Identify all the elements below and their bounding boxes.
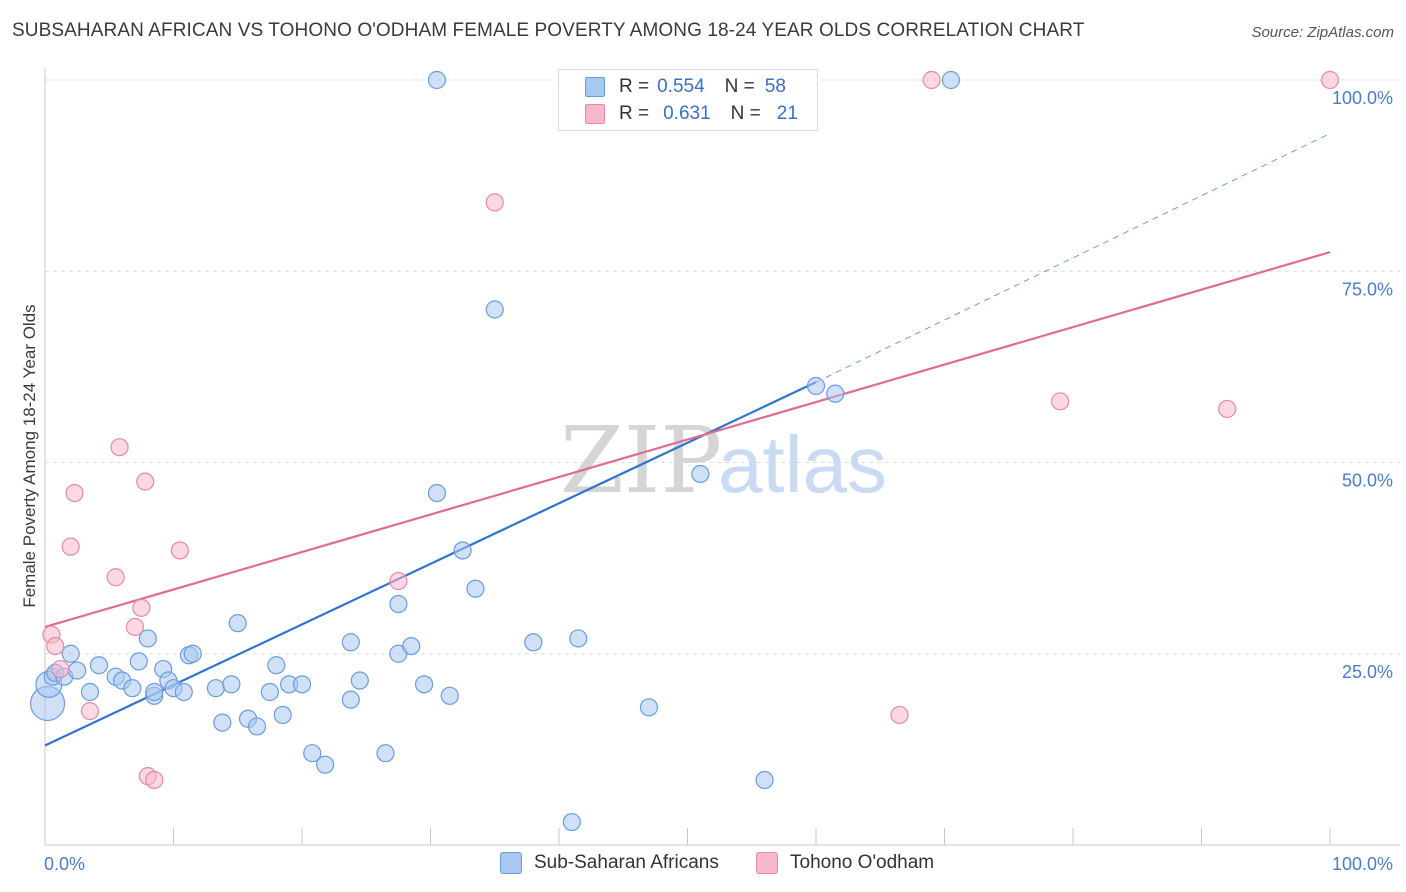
- legend-r-value: 0.554: [657, 76, 705, 97]
- subsaharan-point: [402, 636, 421, 656]
- legend-r-value: 0.631: [663, 103, 711, 124]
- subsaharan-point: [569, 629, 588, 648]
- tohono-point: [106, 568, 125, 587]
- y-tick-label: 50.0%: [1342, 471, 1393, 491]
- data-points: [29, 70, 1340, 832]
- legend-row-blue: R = 0.554 N = 58: [585, 75, 786, 99]
- legend-r-label: R =: [619, 103, 650, 124]
- subsaharan-point: [639, 698, 659, 717]
- subsaharan-point: [138, 629, 157, 648]
- tohono-point: [1218, 399, 1237, 419]
- tohono-point: [485, 193, 504, 212]
- subsaharan-point: [389, 594, 408, 614]
- subsaharan-point: [524, 633, 543, 652]
- correlation-legend: R = 0.554 N = 58 R = 0.631 N = 21: [558, 69, 818, 131]
- subsaharan-trend-extension: [815, 133, 1331, 383]
- subsaharan-point: [213, 713, 232, 732]
- pink-swatch-icon: [585, 104, 605, 124]
- subsaharan-point: [273, 705, 292, 725]
- legend-n-value: 58: [764, 76, 786, 97]
- subsaharan-point: [292, 675, 312, 694]
- subsaharan-point: [414, 675, 434, 694]
- subsaharan-point: [267, 656, 286, 675]
- subsaharan-point: [316, 755, 335, 774]
- subsaharan-point: [206, 679, 226, 698]
- legend-row-pink: R = 0.631 N = 21: [585, 102, 798, 126]
- legend-label: Tohono O'odham: [790, 852, 935, 873]
- legend-label: Sub-Saharan Africans: [534, 852, 719, 873]
- subsaharan-point: [123, 679, 142, 698]
- tohono-point: [890, 705, 909, 725]
- pink-swatch-icon: [756, 852, 778, 874]
- subsaharan-point: [222, 675, 241, 694]
- subsaharan-point: [466, 579, 485, 598]
- subsaharan-point: [89, 656, 109, 675]
- blue-swatch-icon: [500, 852, 522, 874]
- subsaharan-point: [341, 690, 360, 709]
- watermark-atlas: atlas: [718, 420, 887, 509]
- x-tick-label: 0.0%: [44, 854, 85, 874]
- tohono-point: [61, 537, 80, 556]
- tohono-point: [80, 702, 100, 721]
- subsaharan-point: [427, 70, 447, 90]
- subsaharan-point: [485, 300, 504, 319]
- tohono-point: [145, 770, 164, 790]
- subsaharan-point: [174, 682, 193, 702]
- y-tick-label: 75.0%: [1342, 279, 1393, 299]
- watermark-zip: ZIP: [560, 407, 722, 514]
- blue-swatch-icon: [585, 77, 605, 97]
- subsaharan-point: [341, 633, 360, 652]
- tohono-point: [132, 598, 151, 617]
- subsaharan-point: [303, 744, 322, 763]
- tohono-point: [170, 541, 190, 560]
- subsaharan-point: [350, 671, 369, 690]
- legend-n-label: N =: [724, 76, 755, 97]
- grid-lines: [45, 79, 1400, 655]
- source-note: Source: ZipAtlas.com: [1251, 24, 1394, 41]
- legend-r-label: R =: [619, 76, 650, 97]
- x-tick-label: 100.0%: [1332, 854, 1393, 874]
- subsaharan-point: [826, 384, 845, 403]
- subsaharan-point: [247, 717, 267, 736]
- series-legend: Sub-Saharan Africans Tohono O'odham: [0, 852, 1406, 876]
- subsaharan-point: [80, 682, 100, 702]
- y-tick-label: 25.0%: [1342, 662, 1393, 682]
- tohono-point: [110, 438, 129, 457]
- subsaharan-point: [453, 541, 472, 560]
- subsaharan-point: [145, 682, 164, 702]
- tohono-point: [46, 636, 65, 656]
- subsaharan-point: [691, 464, 710, 484]
- subsaharan-point: [427, 484, 447, 503]
- chart-title: SUBSAHARAN AFRICAN VS TOHONO O'ODHAM FEM…: [12, 20, 1085, 41]
- subsaharan-point: [806, 376, 826, 396]
- subsaharan-point: [562, 812, 581, 832]
- subsaharan-point: [129, 652, 148, 671]
- subsaharan-point: [183, 644, 202, 663]
- y-axis-label: Female Poverty Among 18-24 Year Olds: [20, 304, 39, 607]
- tohono-trend-line: [44, 251, 1331, 629]
- tohono-point: [922, 70, 941, 90]
- y-tick-label: 100.0%: [1332, 88, 1393, 108]
- subsaharan-point: [440, 686, 459, 705]
- tohono-point: [125, 617, 145, 637]
- subsaharan-point: [941, 70, 961, 90]
- legend-item-subsaharan: Sub-Saharan Africans: [500, 852, 719, 874]
- tohono-point: [1051, 392, 1070, 411]
- subsaharan-point: [68, 661, 87, 680]
- subsaharan-point: [260, 682, 279, 702]
- tohono-point: [51, 659, 70, 679]
- legend-n-label: N =: [730, 103, 761, 124]
- subsaharan-point: [376, 744, 395, 763]
- tohono-point: [65, 484, 84, 503]
- tohono-point: [136, 472, 155, 491]
- tohono-point: [1320, 70, 1340, 90]
- tick-labels: 25.0% 50.0% 75.0% 100.0% 0.0% 100.0%: [44, 88, 1393, 874]
- legend-item-tohono: Tohono O'odham: [756, 852, 934, 874]
- subsaharan-point: [755, 770, 774, 790]
- legend-n-value: 21: [776, 103, 798, 124]
- tohono-point: [389, 571, 408, 591]
- subsaharan-point: [61, 644, 80, 663]
- subsaharan-point: [228, 614, 247, 633]
